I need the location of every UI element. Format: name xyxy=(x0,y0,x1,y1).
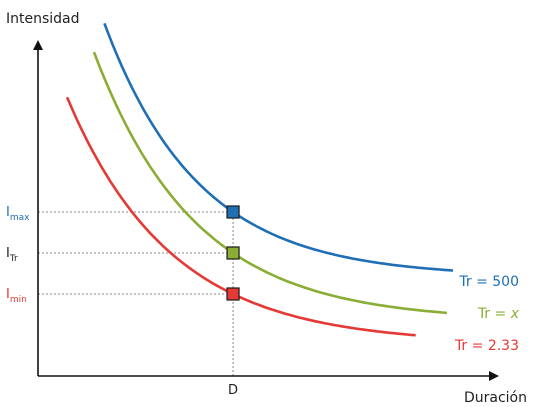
series-curve-1 xyxy=(103,22,454,272)
x-axis-title: Duración xyxy=(464,390,527,406)
series-curve-3 xyxy=(65,96,416,337)
series-label-1: Tr = 500 xyxy=(458,274,519,290)
y-tick-label-1: Imax xyxy=(6,205,30,223)
intersection-markers xyxy=(226,205,240,301)
x-tick-label-d: D xyxy=(228,383,238,398)
x-tick-labels: D xyxy=(228,383,238,398)
intersection-marker-1 xyxy=(226,205,240,219)
y-tick-label-2: ITr xyxy=(6,246,18,264)
series-labels: Tr = 500 Tr = x Tr = 2.33 xyxy=(454,274,520,354)
y-axis-title: Intensidad xyxy=(6,11,80,27)
intersection-marker-2 xyxy=(226,246,240,260)
series-label-2: Tr = x xyxy=(477,306,520,322)
intersection-marker-3 xyxy=(226,287,240,301)
series-curves xyxy=(65,22,454,337)
series-curve-2 xyxy=(92,51,447,315)
series-label-3: Tr = 2.33 xyxy=(454,338,519,354)
y-tick-label-3: Imin xyxy=(6,287,27,305)
y-tick-labels: Imax ITr Imin xyxy=(6,205,30,305)
